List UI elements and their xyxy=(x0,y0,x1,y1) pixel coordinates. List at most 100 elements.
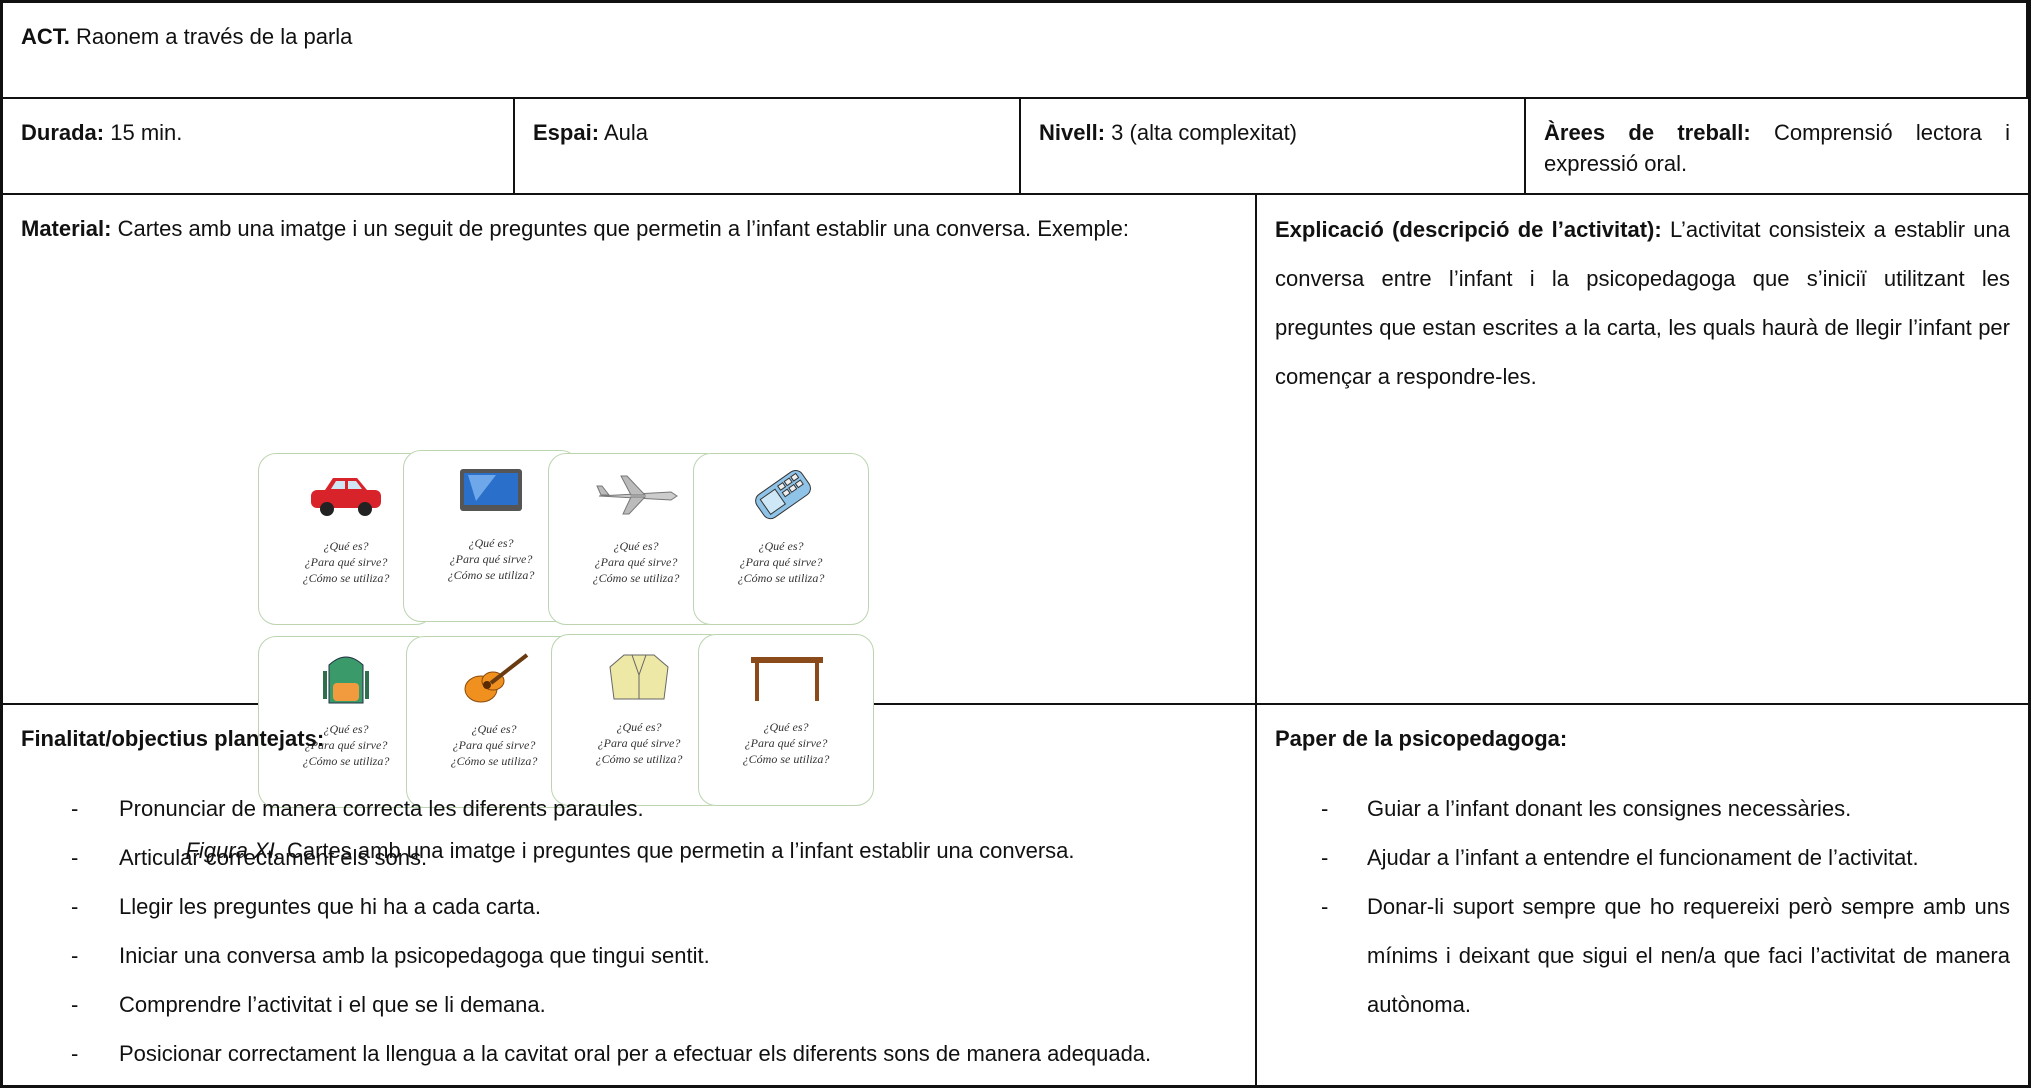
item-text: Iniciar una conversa amb la psicopedagog… xyxy=(119,943,710,968)
card-question: ¿Para qué sirve? xyxy=(449,552,533,566)
list-item: - Articular correctament els sons. xyxy=(21,833,1237,882)
card-question: ¿Cómo se utiliza? xyxy=(595,752,683,766)
detail-label: Nivell: xyxy=(1039,120,1106,145)
detail-cell: Espai: Aula xyxy=(515,99,1021,195)
card-question: ¿Para qué sirve? xyxy=(739,555,823,569)
objectives-title: Finalitat/objectius plantejats: xyxy=(21,726,325,751)
explanation-cell: Explicació (descripció de l’activitat): … xyxy=(1257,195,2028,705)
card-picture xyxy=(751,657,823,701)
card-questions: ¿Qué es? ¿Para qué sirve? ¿Cómo se utiliza… xyxy=(549,538,723,586)
card-question: ¿Cómo se utiliza? xyxy=(742,752,830,766)
item-text: Guiar a l’infant donant les consignes ne… xyxy=(1367,796,1852,821)
item-text: Posicionar correctament la llengua a la … xyxy=(119,1041,1152,1066)
item-text: Ajudar a l’infant a entendre el funciona… xyxy=(1367,845,1919,870)
list-item: - Ajudar a l’infant a entendre el funcion… xyxy=(1275,833,2010,882)
material-label: Material: xyxy=(21,216,112,241)
card-questions: ¿Qué es? ¿Para qué sirve? ¿Cómo se utiliza… xyxy=(552,719,726,767)
objectives-cell: Finalitat/objectius plantejats: - Pronunc… xyxy=(3,705,1257,1085)
list-item: - Posicionar correctament la llengua a la… xyxy=(21,1029,1237,1078)
item-text: Comprendre l’activitat i el que se li de… xyxy=(119,992,546,1017)
detail-text: 15 min. xyxy=(110,120,183,145)
card: ¿Qué es? ¿Para qué sirve? ¿Cómo se utiliza… xyxy=(693,453,869,625)
role-title: Paper de la psicopedagoga: xyxy=(1275,726,1568,751)
objectives-list: - Pronunciar de manera correcta les difer… xyxy=(21,784,1237,1078)
bullet: - xyxy=(1321,894,1329,919)
detail-cell: Nivell: 3 (alta complexitat) xyxy=(1021,99,1526,195)
card-question: ¿Para qué sirve? xyxy=(304,555,388,569)
card: ¿Qué es? ¿Para qué sirve? ¿Cómo se utiliza… xyxy=(551,634,727,806)
detail-label: Àrees de treball: xyxy=(1544,120,1751,145)
activity-text: Raonem a través de la parla xyxy=(76,24,353,49)
role-cell: Paper de la psicopedagoga: - Guiar a l’in… xyxy=(1257,705,2028,1085)
card-picture xyxy=(460,469,522,511)
card-question: ¿Para qué sirve? xyxy=(452,738,536,752)
card-questions: ¿Qué es? ¿Para qué sirve? ¿Cómo se utiliza… xyxy=(699,719,873,767)
list-item: - Guiar a l’infant donant les consignes n… xyxy=(1275,784,2010,833)
card-question: ¿Cómo se utiliza? xyxy=(302,571,390,585)
material-text: Cartes amb una imatge i un seguit de pre… xyxy=(117,216,1129,241)
card-questions: ¿Qué es? ¿Para qué sirve? ¿Cómo se utiliza… xyxy=(259,721,433,769)
activity-cell: ACT. Raonem a través de la parla xyxy=(3,3,2028,99)
card-question: ¿Cómo se utiliza? xyxy=(592,571,680,585)
card-picture xyxy=(609,654,669,700)
item-text: Llegir les preguntes que hi ha a cada ca… xyxy=(119,894,541,919)
explanation: Explicació (descripció de l’activitat): … xyxy=(1275,205,2010,401)
card-question: ¿Qué es? xyxy=(468,536,514,550)
list-item: - Llegir les preguntes que hi ha a cada c… xyxy=(21,882,1237,931)
list-item: - Donar-li suport sempre que ho requereix… xyxy=(1275,882,2010,1029)
bullet: - xyxy=(71,796,79,821)
bullet: - xyxy=(71,943,79,968)
card-picture xyxy=(464,653,529,703)
item-text: Articular correctament els sons. xyxy=(119,845,428,870)
card-question: ¿Qué es? xyxy=(471,722,517,736)
role-list: - Guiar a l’infant donant les consignes n… xyxy=(1275,784,2010,1029)
bullet: - xyxy=(71,1041,79,1066)
item-text: Pronunciar de manera correcta les difere… xyxy=(119,796,644,821)
bullet: - xyxy=(1321,796,1329,821)
card-question: ¿Qué es? xyxy=(613,539,659,553)
card-question: ¿Qué es? xyxy=(616,720,662,734)
detail-cell: Durada: 15 min. xyxy=(3,99,515,195)
bullet: - xyxy=(1321,845,1329,870)
card-grid: ¿Qué es? ¿Para qué sirve? ¿Cómo se utiliza… xyxy=(258,450,1018,815)
card-question: ¿Qué es? xyxy=(758,539,804,553)
detail-text: Comprensió lectora i expressió oral. xyxy=(1544,120,2011,176)
card-question: ¿Cómo se utiliza? xyxy=(302,754,390,768)
bullet: - xyxy=(71,845,79,870)
figure-caption: Figura XI. Cartes amb una imatge i pregu… xyxy=(3,835,1257,866)
card-questions: ¿Qué es? ¿Para qué sirve? ¿Cómo se utiliza… xyxy=(259,538,433,586)
item-text: Donar-li suport sempre que ho requereixi… xyxy=(1367,894,2010,1017)
card-question: ¿Qué es? xyxy=(763,720,809,734)
card-question: ¿Cómo se utiliza? xyxy=(447,568,535,582)
explanation-text: L’activitat consisteix a establir una co… xyxy=(1275,217,2010,389)
card-question: ¿Qué es? xyxy=(323,722,369,736)
card: ¿Qué es? ¿Para qué sirve? ¿Cómo se utiliza… xyxy=(698,634,874,806)
card-questions: ¿Qué es? ¿Para qué sirve? ¿Cómo se utiliza… xyxy=(407,721,581,769)
card-questions: ¿Qué es? ¿Para qué sirve? ¿Cómo se utiliza… xyxy=(404,535,578,583)
detail-text: 3 (alta complexitat) xyxy=(1111,120,1298,145)
card-questions: ¿Qué es? ¿Para qué sirve? ¿Cómo se utiliza… xyxy=(694,538,868,586)
detail-text: Aula xyxy=(603,120,648,145)
caption-label: Figura XI. xyxy=(185,838,281,863)
bullet: - xyxy=(71,992,79,1017)
material-cell: Material: Cartes amb una imatge i un seg… xyxy=(3,195,1257,863)
card-question: ¿Para qué sirve? xyxy=(744,736,828,750)
explanation-label: Explicació (descripció de l’activitat): xyxy=(1275,217,1662,242)
activity-label: ACT. xyxy=(21,24,70,49)
list-item: - Comprendre l’activitat i el que se li d… xyxy=(21,980,1237,1029)
card-question: ¿Cómo se utiliza? xyxy=(737,571,825,585)
card-question: ¿Qué es? xyxy=(323,539,369,553)
card: ¿Qué es? ¿Para qué sirve? ¿Cómo se utiliza… xyxy=(258,636,434,808)
list-item: - Pronunciar de manera correcta les difer… xyxy=(21,784,1237,833)
list-item: - Iniciar una conversa amb la psicopedago… xyxy=(21,931,1237,980)
card-picture xyxy=(755,469,811,520)
detail-label: Durada: xyxy=(21,120,105,145)
card-question: ¿Para qué sirve? xyxy=(304,738,388,752)
caption-text: Cartes amb una imatge i preguntes que pe… xyxy=(286,838,1075,863)
card-question: ¿Cómo se utiliza? xyxy=(450,754,538,768)
card-question: ¿Para qué sirve? xyxy=(597,736,681,750)
detail-cell: Àrees de treball: Comprensió lectora i e… xyxy=(1526,99,2028,195)
card-question: ¿Para qué sirve? xyxy=(594,555,678,569)
bullet: - xyxy=(71,894,79,919)
